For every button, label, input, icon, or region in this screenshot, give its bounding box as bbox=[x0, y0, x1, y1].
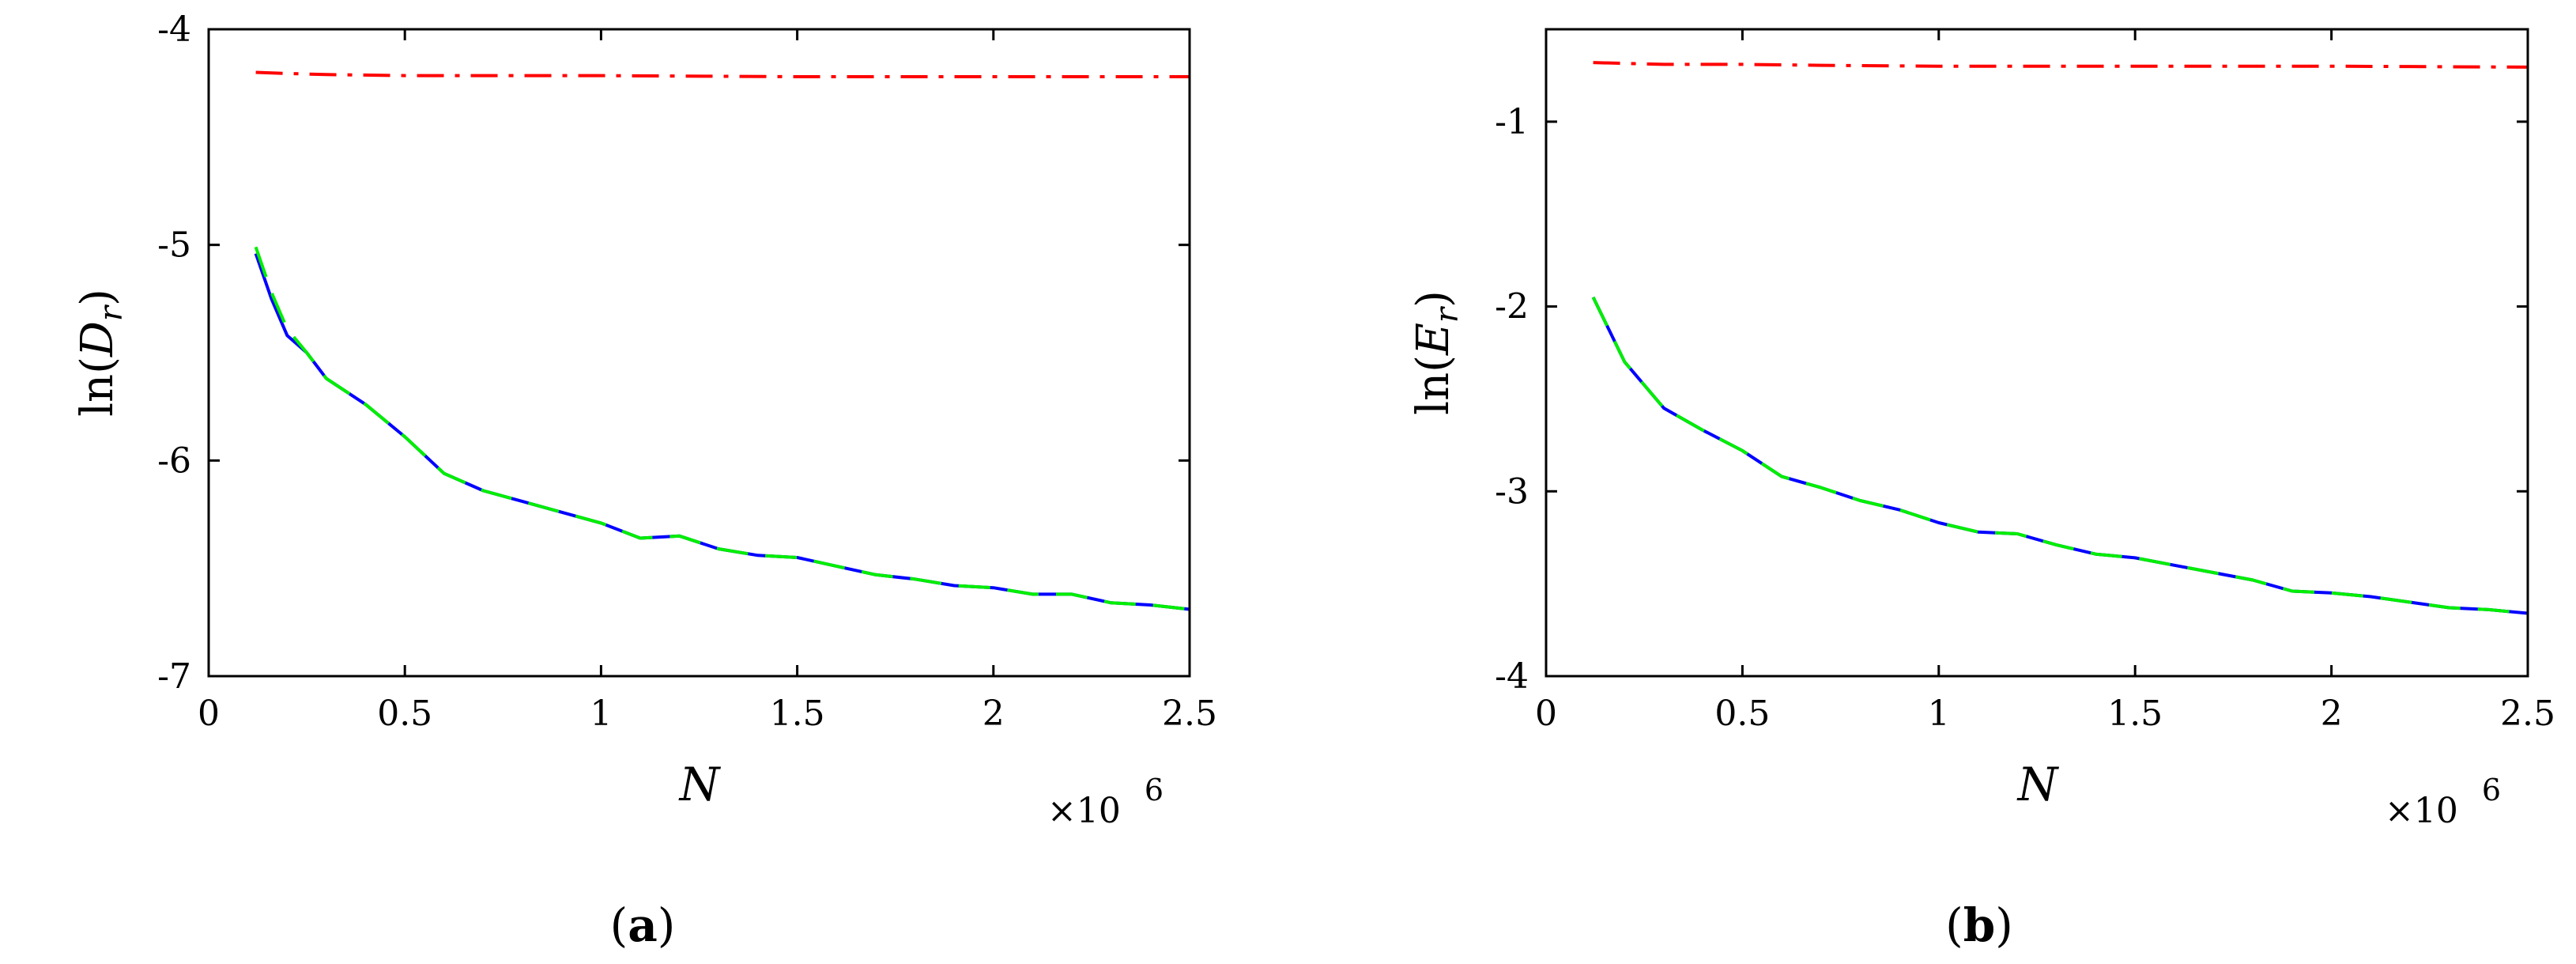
panel-caption-a: (a) bbox=[610, 898, 676, 952]
y-axis-label-a: ln(Dr) bbox=[72, 289, 130, 417]
x-tick-label-a: 1.5 bbox=[770, 694, 825, 734]
x-axis-label-b: N bbox=[2016, 758, 2060, 811]
y-axis-label-b: ln(Er) bbox=[1408, 290, 1465, 415]
x-ticks-a: 0 0.5 1 1.5 2 2.5 bbox=[198, 29, 1217, 734]
series-line-a-2 bbox=[254, 252, 1190, 611]
axes-frame-a bbox=[207, 28, 1191, 678]
y-tick-label-b: -3 bbox=[1495, 471, 1529, 512]
x-tick-label-b: 1 bbox=[1928, 694, 1950, 734]
y-tick-label-b: -4 bbox=[1495, 656, 1529, 697]
series-line-b-2 bbox=[1591, 297, 2529, 615]
x-tick-label-b: 0 bbox=[1535, 694, 1557, 734]
y-ticks-b: -4 -3 -2 -1 bbox=[1495, 102, 2528, 697]
x-tick-label-b: 2 bbox=[2321, 694, 2343, 734]
x-multiplier-base-b: ×10 bbox=[2385, 791, 2458, 831]
x-tick-label-a: 0 bbox=[198, 694, 220, 734]
y-ticks-a: -7 -6 -5 -4 bbox=[157, 9, 1190, 697]
panel-b: 0 0.5 1 1.5 2 2.5 -4 -3 -2 -1 N ×10 6 ln(Er) (b) bbox=[1408, 28, 2555, 952]
y-tick-label-a: -4 bbox=[157, 9, 191, 50]
x-multiplier-exp-a: 6 bbox=[1145, 773, 1164, 807]
panel-caption-letter-b: b bbox=[1963, 898, 1996, 952]
y-axis-label-sub-b: r bbox=[1429, 305, 1465, 323]
x-multiplier-a: ×10 6 bbox=[1047, 773, 1164, 831]
y-tick-label-a: -6 bbox=[157, 440, 191, 481]
series-line-b-1 bbox=[1593, 61, 2529, 69]
x-ticks-b: 0 0.5 1 1.5 2 2.5 bbox=[1535, 29, 2555, 734]
y-axis-label-sub-a: r bbox=[93, 304, 130, 321]
y-axis-label-var-b: E bbox=[1408, 323, 1459, 356]
x-tick-label-a: 2 bbox=[983, 694, 1005, 734]
x-multiplier-b: ×10 6 bbox=[2385, 773, 2501, 831]
x-tick-label-b: 1.5 bbox=[2107, 694, 2163, 734]
y-tick-label-a: -5 bbox=[157, 225, 191, 266]
x-multiplier-exp-b: 6 bbox=[2482, 773, 2501, 807]
y-axis-label-var-a: D bbox=[72, 321, 123, 357]
x-multiplier-base-a: ×10 bbox=[1047, 791, 1121, 831]
x-tick-label-b: 0.5 bbox=[1714, 694, 1770, 734]
series-line-b-3 bbox=[1591, 297, 2529, 615]
panel-caption-letter-a: a bbox=[628, 898, 658, 952]
axes-frame-b bbox=[1544, 28, 2529, 678]
y-axis-label-suffix-b: ) bbox=[1408, 290, 1459, 308]
x-tick-label-a: 0.5 bbox=[377, 694, 432, 734]
x-tick-label-b: 2.5 bbox=[2500, 694, 2555, 734]
x-axis-label-a: N bbox=[678, 758, 722, 811]
x-tick-label-a: 1 bbox=[590, 694, 612, 734]
y-axis-label-prefix-a: ln( bbox=[72, 357, 123, 417]
panel-a: 0 0.5 1 1.5 2 2.5 -7 -6 -5 -4 N ×10 6 ln(Dr) (a) bbox=[72, 9, 1217, 952]
series-line-a-3 bbox=[254, 246, 1190, 611]
y-tick-label-b: -1 bbox=[1495, 102, 1529, 142]
plot-area-a bbox=[254, 70, 1190, 611]
plot-area-b bbox=[1591, 61, 2529, 615]
x-tick-label-a: 2.5 bbox=[1162, 694, 1217, 734]
y-tick-label-a: -7 bbox=[157, 656, 191, 697]
y-axis-label-prefix-b: ln( bbox=[1408, 355, 1459, 415]
y-axis-label-suffix-a: ) bbox=[72, 289, 123, 306]
series-line-a-1 bbox=[255, 70, 1190, 78]
y-tick-label-b: -2 bbox=[1495, 287, 1529, 327]
panel-caption-b: (b) bbox=[1945, 898, 2013, 952]
